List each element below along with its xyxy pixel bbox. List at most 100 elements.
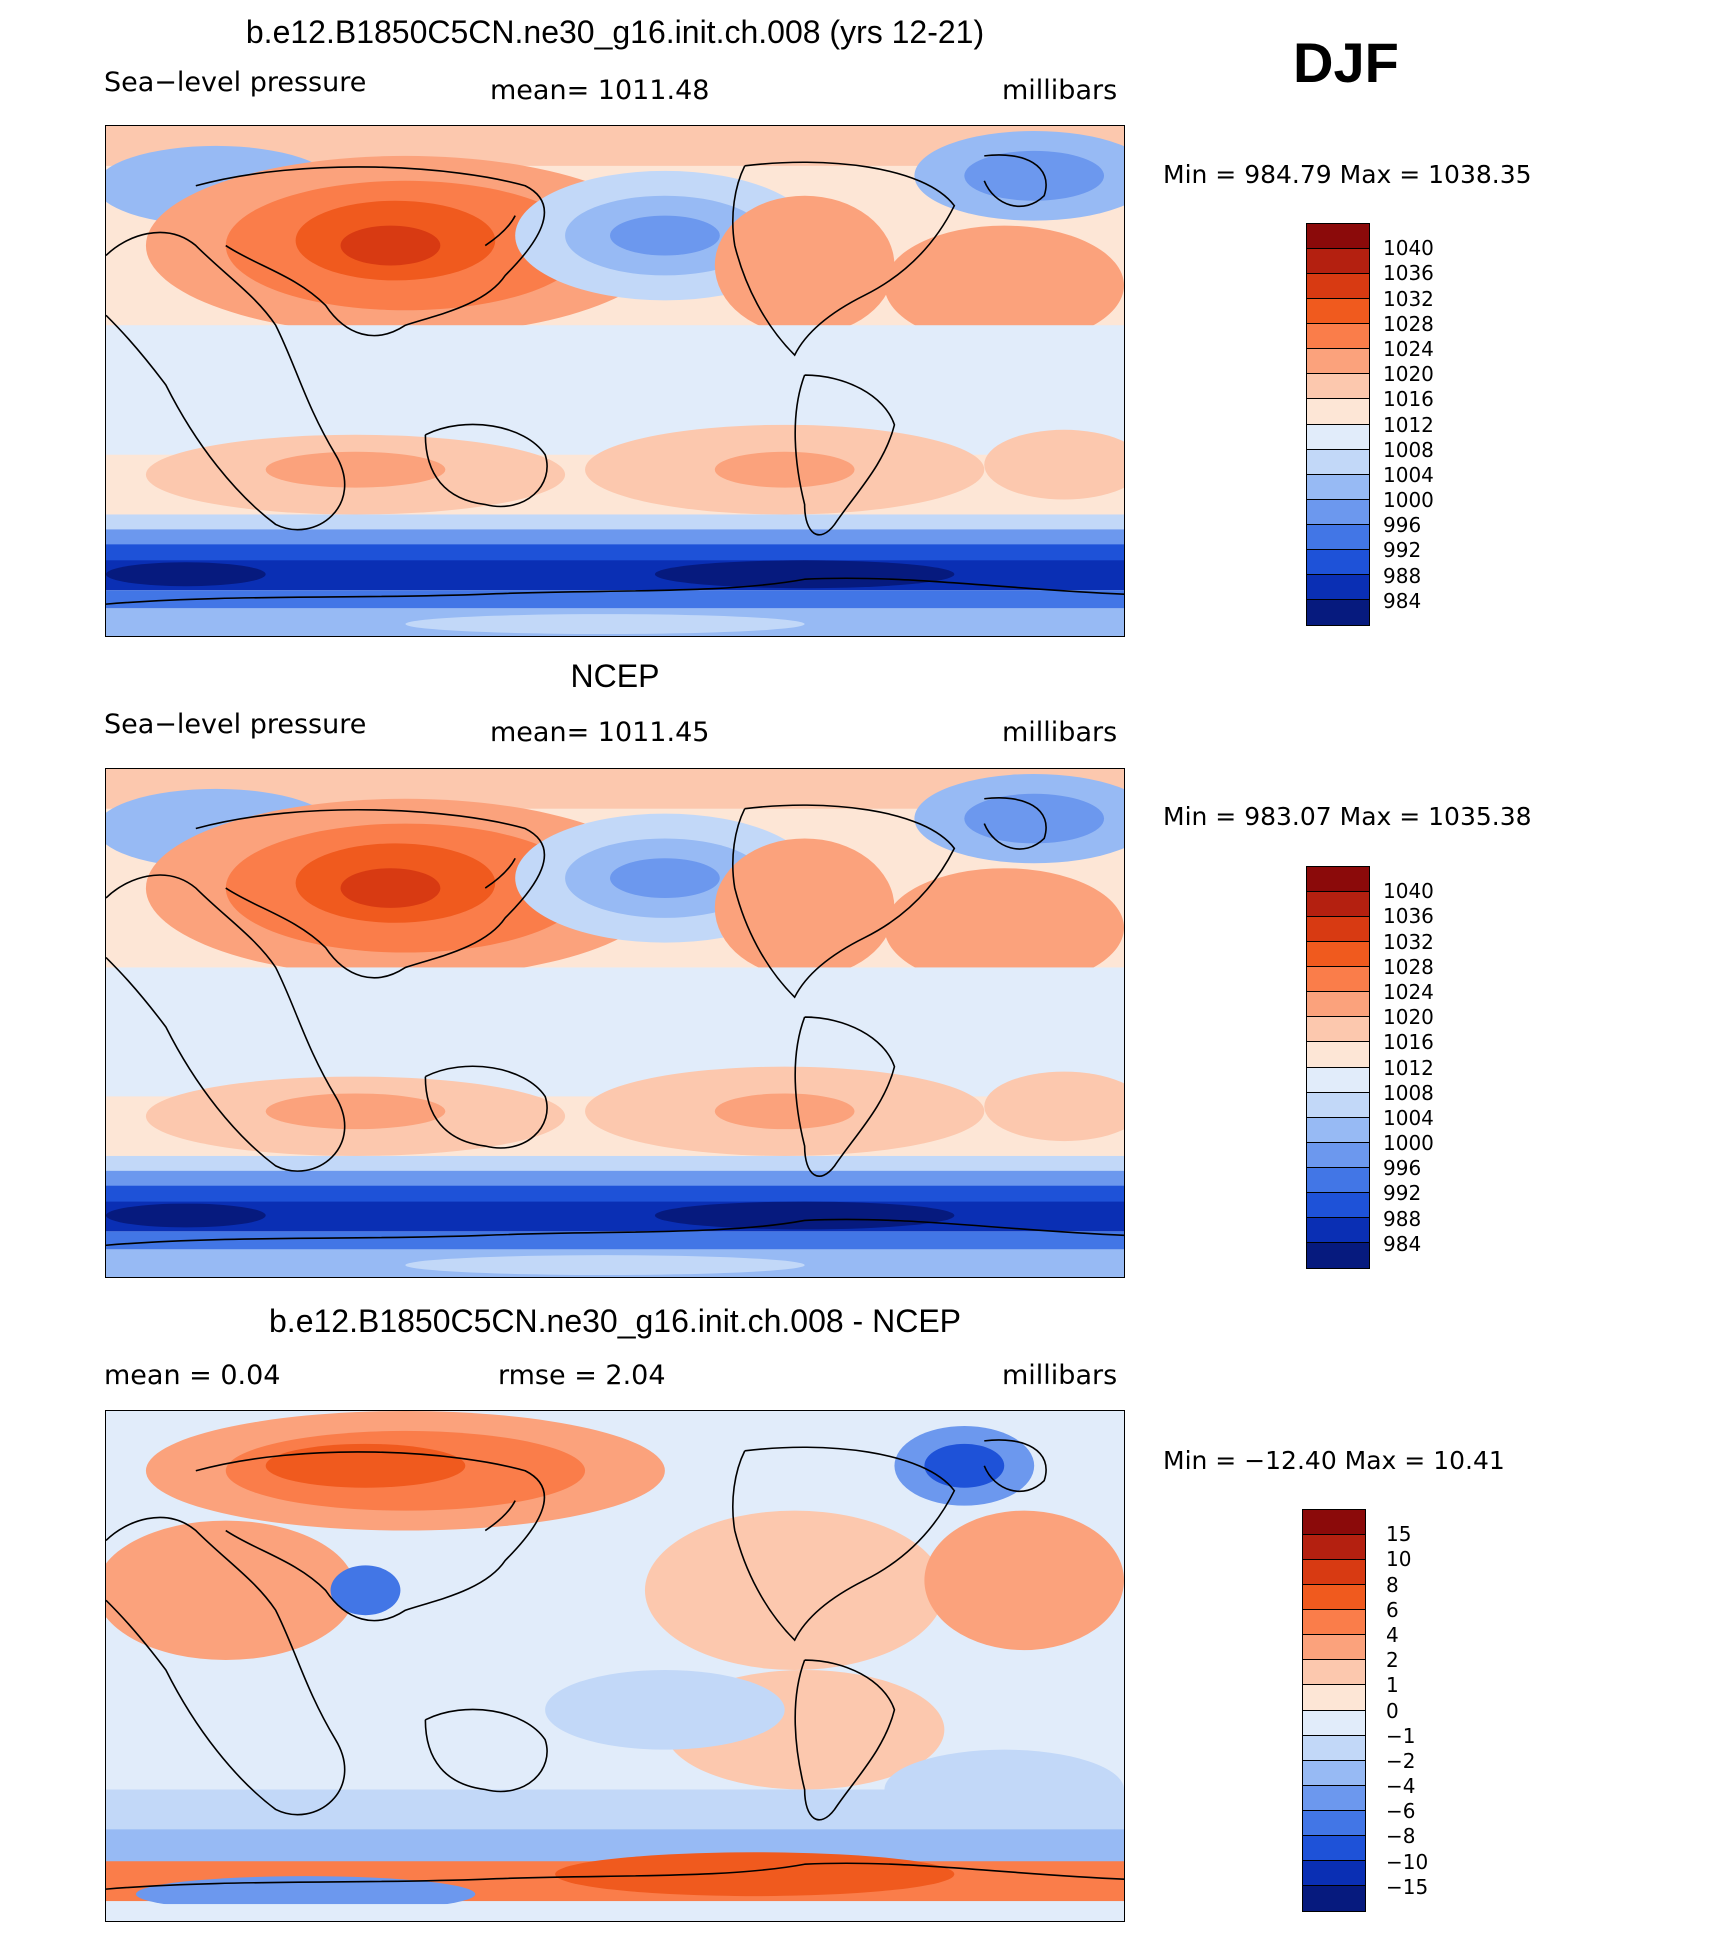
colorbar-tick-label: 992 bbox=[1383, 538, 1422, 563]
contour-region bbox=[714, 1093, 855, 1130]
colorbar-swatch bbox=[1307, 1067, 1369, 1093]
coastline bbox=[424, 1708, 548, 1793]
contour-band bbox=[106, 967, 1124, 1097]
colorbar-swatch bbox=[1303, 1810, 1365, 1836]
coastline bbox=[105, 1516, 346, 1816]
colorbar-swatch bbox=[1307, 1217, 1369, 1243]
colorbar-swatch bbox=[1303, 1510, 1365, 1536]
map-canvas bbox=[96, 1411, 1125, 1921]
contour-region bbox=[340, 868, 441, 908]
map-obs bbox=[96, 768, 1154, 1278]
colorbar-swatch bbox=[1303, 1860, 1365, 1886]
contour-region bbox=[884, 225, 1124, 346]
colorbar-tick-label: 1016 bbox=[1383, 387, 1434, 412]
colorbar-ticks-obs: 1040 1036 1032 1028 1024 1020 1016 1012 1008 1004… bbox=[1383, 866, 1503, 1269]
panel-units-label: millibars bbox=[1002, 75, 1118, 106]
coastlines bbox=[105, 797, 1125, 1247]
contour-region bbox=[984, 429, 1144, 500]
colorbar-tick-label: 15 bbox=[1386, 1522, 1412, 1547]
colorbar-tick-label: −2 bbox=[1386, 1748, 1416, 1773]
colorbar-swatch bbox=[1303, 1685, 1365, 1711]
panel-title: b.e12.B1850C5CN.ne30_g16.init.ch.008 - N… bbox=[269, 1303, 961, 1339]
contour-region bbox=[405, 1255, 805, 1276]
panel-minmax: Min = −12.40 Max = 10.41 bbox=[1163, 1446, 1505, 1475]
coastline bbox=[105, 1218, 1125, 1247]
contour-region bbox=[924, 1443, 1005, 1488]
colorbar-swatch bbox=[1303, 1585, 1365, 1611]
contour-band bbox=[106, 325, 1124, 455]
contour-band bbox=[106, 1231, 1124, 1252]
colorbar-tick-label: 1000 bbox=[1383, 1131, 1434, 1156]
colorbar-swatch bbox=[1307, 574, 1369, 600]
coastline bbox=[983, 1439, 1047, 1493]
contour-band bbox=[106, 1170, 1124, 1189]
contour-region bbox=[884, 868, 1124, 988]
contour-region bbox=[610, 215, 720, 256]
colorbar-tick-label: −10 bbox=[1386, 1849, 1429, 1874]
contour-band bbox=[106, 1185, 1124, 1204]
panel-rmse-label: rmse = 2.04 bbox=[498, 1360, 666, 1391]
colorbar-tick-label: 1016 bbox=[1383, 1030, 1434, 1055]
colorbar-swatch bbox=[1303, 1610, 1365, 1636]
colorbar-swatch bbox=[1307, 599, 1369, 625]
coastline bbox=[105, 1862, 1125, 1890]
colorbar-tick-label: 1008 bbox=[1383, 437, 1434, 462]
coastline bbox=[983, 797, 1047, 850]
colorbar-diff bbox=[1302, 1509, 1366, 1912]
map-canvas bbox=[96, 126, 1154, 636]
colorbar-obs bbox=[1306, 866, 1370, 1269]
colorbar-swatch bbox=[1307, 524, 1369, 550]
coastlines bbox=[105, 1439, 1125, 1890]
colorbar-swatch bbox=[1303, 1710, 1365, 1736]
contour-band bbox=[106, 529, 1124, 548]
contour-region bbox=[96, 1520, 356, 1661]
colorbar-tick-label: 1020 bbox=[1383, 362, 1434, 387]
colorbar-swatch bbox=[1307, 499, 1369, 525]
colorbar-swatch bbox=[1307, 992, 1369, 1018]
contour-region bbox=[610, 858, 720, 898]
colorbar-swatch bbox=[1307, 424, 1369, 450]
panel-minmax: Min = 983.07 Max = 1035.38 bbox=[1163, 802, 1532, 831]
colorbar-swatch bbox=[1303, 1885, 1365, 1911]
panel-title: NCEP bbox=[570, 658, 660, 694]
colorbar-swatch bbox=[1303, 1635, 1365, 1661]
colorbar-tick-label: 2 bbox=[1386, 1648, 1399, 1673]
colorbar-tick-label: 988 bbox=[1383, 1206, 1422, 1231]
contour-band bbox=[106, 590, 1124, 611]
contour-region bbox=[964, 793, 1105, 844]
contour-region bbox=[106, 562, 266, 587]
panel-left-label: Sea−level pressure bbox=[104, 67, 367, 98]
contour-region bbox=[106, 1203, 266, 1228]
colorbar-tick-label: 1028 bbox=[1383, 311, 1434, 336]
colorbar-tick-label: 988 bbox=[1383, 563, 1422, 588]
colorbar-swatch bbox=[1307, 399, 1369, 425]
colorbar-tick-label: 984 bbox=[1383, 1231, 1422, 1256]
colorbar-tick-label: 984 bbox=[1383, 588, 1422, 613]
coastline bbox=[424, 1065, 548, 1149]
coastline bbox=[983, 154, 1047, 208]
colorbar-tick-label: 1040 bbox=[1383, 236, 1434, 261]
panel-minmax: Min = 984.79 Max = 1038.35 bbox=[1163, 160, 1532, 189]
colorbar-swatch bbox=[1307, 892, 1369, 918]
colorbar-swatch bbox=[1307, 1242, 1369, 1268]
colorbar-tick-label: −8 bbox=[1386, 1824, 1416, 1849]
contour-band bbox=[106, 1829, 1124, 1865]
colorbar-tick-label: 1028 bbox=[1383, 954, 1434, 979]
colorbar-swatch bbox=[1307, 1017, 1369, 1043]
contour-band bbox=[106, 560, 1124, 591]
coastline bbox=[484, 215, 516, 247]
colorbar-swatch bbox=[1303, 1660, 1365, 1686]
colorbar-swatch bbox=[1303, 1785, 1365, 1811]
contour-region bbox=[654, 560, 955, 589]
colorbar-swatch bbox=[1307, 549, 1369, 575]
colorbar-swatch bbox=[1307, 1192, 1369, 1218]
colorbar-swatch bbox=[1307, 299, 1369, 325]
coastline bbox=[794, 1659, 896, 1821]
colorbar-swatch bbox=[1307, 249, 1369, 275]
colorbar-tick-label: 1024 bbox=[1383, 336, 1434, 361]
contour-region bbox=[964, 150, 1105, 201]
contour-region bbox=[714, 838, 895, 978]
map-diff bbox=[96, 1410, 1125, 1922]
colorbar-swatch bbox=[1307, 449, 1369, 475]
colorbar-tick-label: 1004 bbox=[1383, 1105, 1434, 1130]
